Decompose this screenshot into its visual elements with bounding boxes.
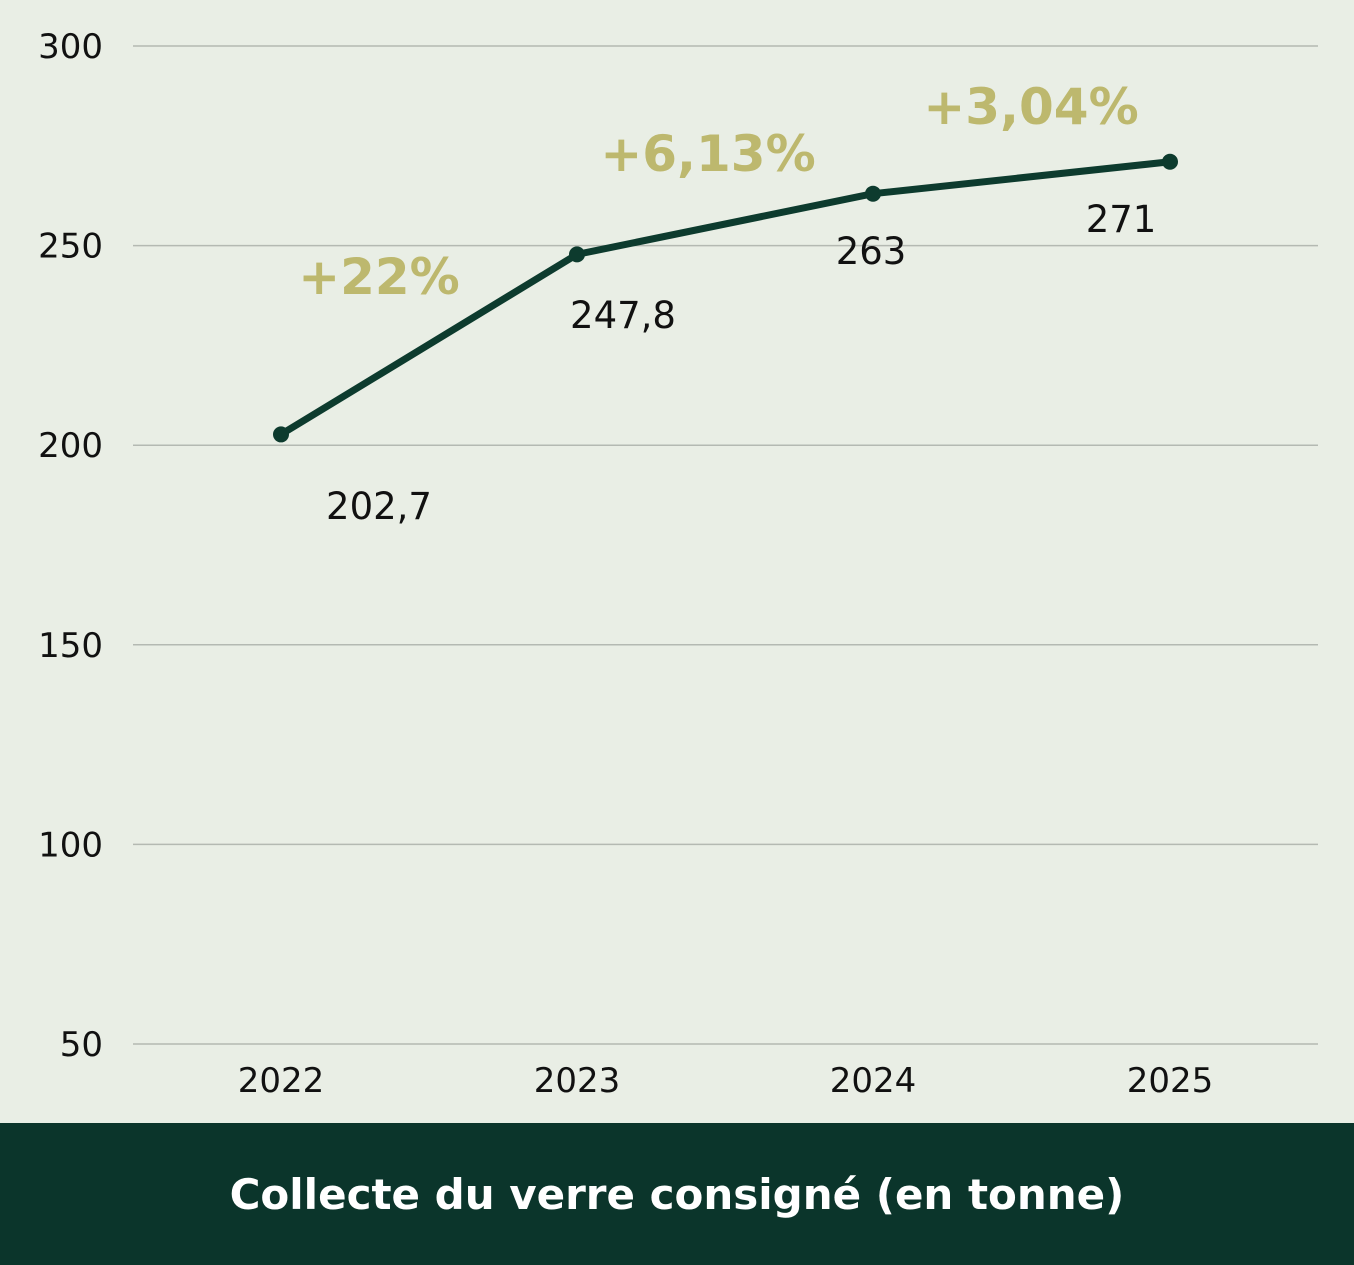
data-point-2024 [865,185,881,202]
line-chart: 50 100 150 200 250 300 2022 2023 2024 2025 202,7 24… [38,27,1318,1101]
y-tick-label-150: 150 [38,626,103,666]
growth-label-1: +22% [298,248,460,306]
x-tick-label-2024: 2024 [830,1061,917,1101]
chart-title: Collecte du verre consigné (en tonne) [229,1169,1125,1219]
growth-label-2: +6,13% [600,125,815,183]
x-tick-label-2023: 2023 [534,1061,621,1101]
data-label-2024: 263 [836,230,907,273]
data-point-2022 [273,426,289,443]
growth-label-3: +3,04% [923,78,1138,136]
y-tick-label-100: 100 [38,825,103,865]
chart-area: 50 100 150 200 250 300 2022 2023 2024 2025 202,7 24… [38,27,1318,1101]
y-tick-label-300: 300 [38,27,103,67]
x-tick-label-2022: 2022 [238,1061,325,1101]
y-tick-label-250: 250 [38,227,103,267]
data-point-2025 [1162,153,1178,170]
series-line [277,158,1174,438]
y-tick-label-50: 50 [60,1025,103,1065]
data-point-2023 [569,246,585,263]
data-label-2025: 271 [1086,198,1157,241]
y-tick-label-200: 200 [38,426,103,466]
data-label-2023: 247,8 [570,294,676,337]
chart-title-bar: Collecte du verre consigné (en tonne) [0,1123,1354,1265]
data-label-2022: 202,7 [326,485,432,528]
x-tick-label-2025: 2025 [1127,1061,1214,1101]
